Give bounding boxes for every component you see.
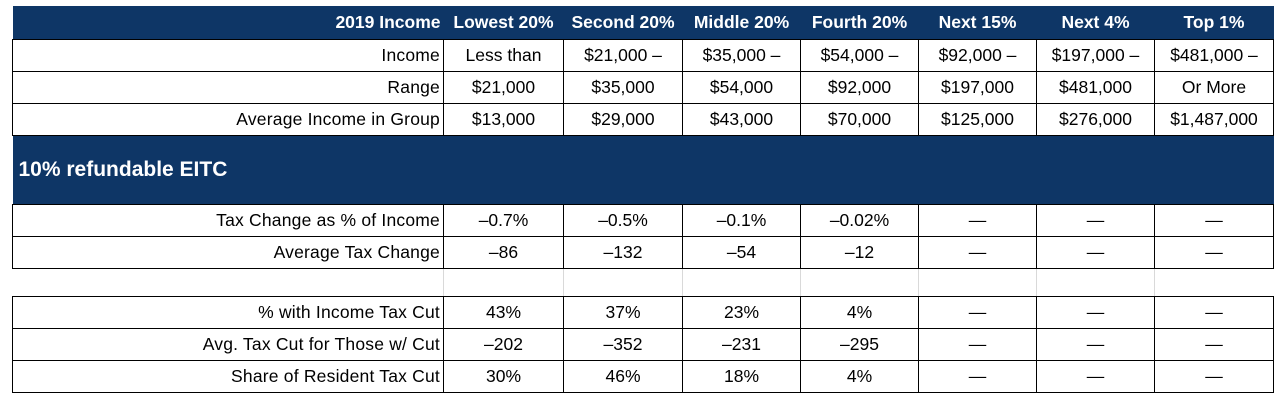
- table-cell: —: [1036, 204, 1155, 237]
- spacer-cell: [918, 268, 1037, 297]
- table-cell: 46%: [563, 360, 683, 393]
- table-cell: $481,000: [1036, 71, 1155, 104]
- table-cell: 23%: [682, 296, 801, 329]
- table-cell: —: [1154, 204, 1274, 237]
- column-header: Top 1%: [1154, 6, 1274, 40]
- table-cell: —: [918, 360, 1037, 393]
- table-row: % with Income Tax Cut 43% 37% 23% 4% — —…: [12, 296, 1274, 329]
- table-cell: –0.7%: [443, 204, 564, 237]
- table-cell: $13,000: [443, 103, 564, 136]
- row-label: Share of Resident Tax Cut: [12, 360, 444, 393]
- table-cell: $43,000: [682, 103, 801, 136]
- row-label: Average Tax Change: [12, 236, 444, 269]
- table-cell: 4%: [800, 360, 919, 393]
- table-cell: $35,000 –: [682, 39, 801, 72]
- table-cell: $125,000: [918, 103, 1037, 136]
- table-cell: –352: [563, 328, 683, 361]
- table-row: Average Tax Change –86 –132 –54 –12 — — …: [12, 236, 1274, 269]
- income-range-row-2: Range $21,000 $35,000 $54,000 $92,000 $1…: [12, 71, 1274, 104]
- table-cell: $70,000: [800, 103, 919, 136]
- row-label: Income: [12, 39, 444, 72]
- table-cell: —: [918, 296, 1037, 329]
- column-header: Next 4%: [1036, 6, 1155, 40]
- table-cell: $481,000 –: [1154, 39, 1274, 72]
- table-cell: –132: [563, 236, 683, 269]
- column-header: Fourth 20%: [800, 6, 919, 40]
- table-cell: $54,000: [682, 71, 801, 104]
- table-cell: 43%: [443, 296, 564, 329]
- spacer-cell: [12, 268, 444, 297]
- row-label: Avg. Tax Cut for Those w/ Cut: [12, 328, 444, 361]
- row-label: Tax Change as % of Income: [12, 204, 444, 237]
- table-cell: –295: [800, 328, 919, 361]
- header-row: 2019 Income Lowest 20% Second 20% Middle…: [12, 6, 1274, 40]
- table-cell: —: [1036, 236, 1155, 269]
- spacer-cell: [443, 268, 564, 297]
- spacer-cell: [1154, 268, 1274, 297]
- table-cell: –0.02%: [800, 204, 919, 237]
- table-cell: $92,000: [800, 71, 919, 104]
- table-cell: —: [918, 328, 1037, 361]
- table-row: Avg. Tax Cut for Those w/ Cut –202 –352 …: [12, 328, 1274, 361]
- spacer-cell: [800, 268, 919, 297]
- row-label: % with Income Tax Cut: [12, 296, 444, 329]
- table-cell: –86: [443, 236, 564, 269]
- table-cell: —: [1154, 360, 1274, 393]
- table-cell: 4%: [800, 296, 919, 329]
- table-cell: $197,000 –: [1036, 39, 1155, 72]
- tax-table-container: 2019 Income Lowest 20% Second 20% Middle…: [12, 6, 1274, 393]
- table-cell: $197,000: [918, 71, 1037, 104]
- table-cell: $21,000: [443, 71, 564, 104]
- column-header: Next 15%: [918, 6, 1037, 40]
- tax-distribution-table: 2019 Income Lowest 20% Second 20% Middle…: [12, 6, 1274, 393]
- table-cell: —: [1036, 296, 1155, 329]
- table-cell: –0.5%: [563, 204, 683, 237]
- table-row: Tax Change as % of Income –0.7% –0.5% –0…: [12, 204, 1274, 237]
- table-cell: —: [918, 204, 1037, 237]
- table-cell: $29,000: [563, 103, 683, 136]
- table-cell: $21,000 –: [563, 39, 683, 72]
- table-cell: —: [1036, 360, 1155, 393]
- column-header: Middle 20%: [682, 6, 801, 40]
- table-cell: 30%: [443, 360, 564, 393]
- table-cell: —: [1154, 328, 1274, 361]
- column-header: Lowest 20%: [443, 6, 564, 40]
- section-band: 10% refundable EITC: [12, 135, 1274, 205]
- table-cell: —: [1154, 296, 1274, 329]
- spacer-cell: [682, 268, 801, 297]
- row-label: Average Income in Group: [12, 103, 444, 136]
- table-cell: –202: [443, 328, 564, 361]
- table-cell: 37%: [563, 296, 683, 329]
- spacer-cell: [1036, 268, 1155, 297]
- table-cell: $35,000: [563, 71, 683, 104]
- table-cell: $276,000: [1036, 103, 1155, 136]
- table-cell: Or More: [1154, 71, 1274, 104]
- row-label: Range: [12, 71, 444, 104]
- spacer-row: [12, 268, 1274, 297]
- income-range-row-1: Income Less than $21,000 – $35,000 – $54…: [12, 39, 1274, 72]
- table-cell: —: [918, 236, 1037, 269]
- table-cell: 18%: [682, 360, 801, 393]
- table-cell: —: [1154, 236, 1274, 269]
- table-cell: —: [1036, 328, 1155, 361]
- section-title: 10% refundable EITC: [12, 135, 1274, 205]
- header-label: 2019 Income: [12, 6, 444, 40]
- table-cell: –54: [682, 236, 801, 269]
- table-cell: –0.1%: [682, 204, 801, 237]
- average-income-row: Average Income in Group $13,000 $29,000 …: [12, 103, 1274, 136]
- table-cell: $1,487,000: [1154, 103, 1274, 136]
- table-cell: $92,000 –: [918, 39, 1037, 72]
- table-row: Share of Resident Tax Cut 30% 46% 18% 4%…: [12, 360, 1274, 393]
- table-cell: –12: [800, 236, 919, 269]
- table-cell: Less than: [443, 39, 564, 72]
- table-cell: $54,000 –: [800, 39, 919, 72]
- table-cell: –231: [682, 328, 801, 361]
- spacer-cell: [563, 268, 683, 297]
- column-header: Second 20%: [563, 6, 683, 40]
